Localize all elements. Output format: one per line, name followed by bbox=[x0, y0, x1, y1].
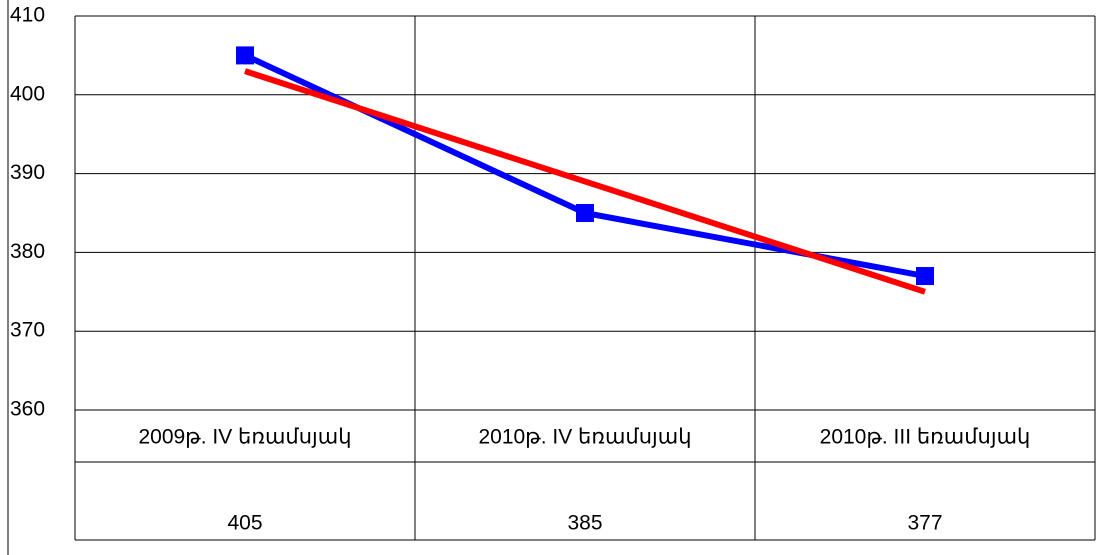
marker bbox=[576, 204, 594, 222]
y-tick-label: 370 bbox=[10, 319, 45, 342]
y-tick-label: 390 bbox=[10, 161, 45, 184]
table-value: 377 bbox=[907, 512, 942, 535]
x-tick-label: 2009թ. IV եռամսյակ bbox=[138, 426, 351, 449]
x-tick-label: 2010թ. IV եռամսյակ bbox=[478, 426, 691, 449]
table-value: 405 bbox=[227, 512, 262, 535]
y-tick-label: 410 bbox=[10, 4, 45, 27]
table-value: 385 bbox=[567, 512, 602, 535]
y-tick-label: 400 bbox=[10, 82, 45, 105]
y-tick-label: 380 bbox=[10, 240, 45, 263]
marker bbox=[236, 46, 254, 65]
marker bbox=[916, 267, 934, 286]
line bbox=[243, 52, 926, 279]
trend-line bbox=[244, 68, 926, 295]
y-tick-label: 360 bbox=[10, 398, 45, 421]
x-tick-label: 2010թ. III եռամսյակ bbox=[820, 426, 1031, 449]
